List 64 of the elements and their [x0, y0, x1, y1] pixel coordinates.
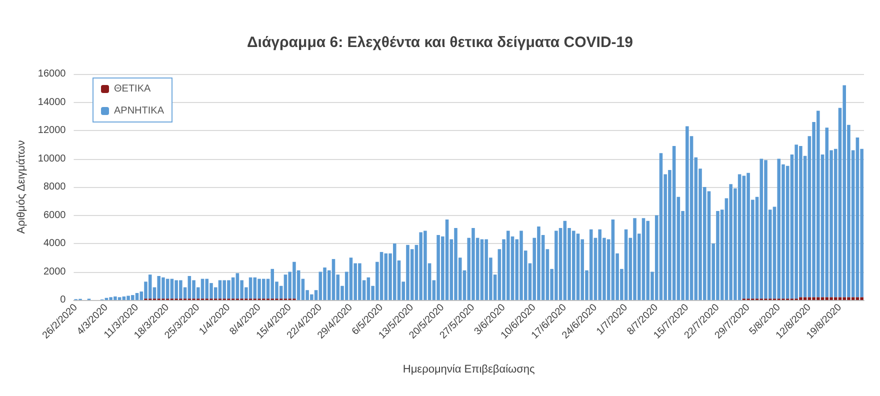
bar — [611, 219, 615, 300]
bar — [760, 158, 764, 299]
bar — [646, 220, 650, 300]
bar — [205, 278, 209, 299]
bar — [838, 297, 842, 300]
bar — [284, 274, 288, 299]
bar — [860, 297, 864, 300]
bar — [563, 220, 567, 300]
bar — [659, 153, 663, 300]
bar — [248, 277, 252, 299]
y-tick-label: 0 — [60, 294, 66, 306]
bar — [148, 274, 152, 299]
y-tick-label: 2000 — [43, 266, 66, 278]
bar — [166, 278, 170, 299]
bar — [253, 277, 257, 299]
y-tick-label: 16000 — [38, 68, 66, 80]
bar — [642, 218, 646, 300]
bar — [366, 277, 370, 300]
bar — [738, 174, 742, 300]
bar — [384, 253, 388, 300]
y-tick-label: 8000 — [43, 182, 66, 192]
bar — [332, 259, 336, 300]
bar — [170, 278, 174, 299]
legend-label: ΘΕΤΙΚΑ — [114, 84, 152, 94]
y-tick-label: 12000 — [38, 125, 66, 136]
bar — [231, 277, 235, 299]
bar — [624, 229, 628, 300]
bar — [808, 297, 812, 300]
bar — [856, 138, 860, 298]
legend-label: ΑΡΝΗΤΙΚΑ — [114, 106, 164, 116]
bar — [576, 234, 580, 300]
bar — [825, 128, 829, 298]
bar — [392, 244, 396, 300]
bar — [349, 258, 353, 300]
bar — [410, 249, 414, 300]
bar — [707, 191, 711, 300]
bar — [380, 252, 384, 300]
bar — [445, 219, 449, 300]
y-tick-label: 4000 — [43, 238, 66, 249]
bar — [672, 146, 676, 300]
bar — [851, 297, 855, 300]
chart-title: Διάγραμμα 6: Ελεχθέντα και θετικα δείγματα COVID-19 — [247, 34, 633, 51]
y-tick-label: 10000 — [38, 153, 66, 164]
bar — [122, 296, 126, 300]
bar — [135, 292, 139, 300]
x-axis-title: Ημερομηνία Επιβεβαίωσης — [402, 364, 535, 376]
bar — [188, 276, 192, 299]
bar — [834, 297, 838, 300]
bar — [118, 297, 122, 300]
bar — [218, 280, 222, 299]
bar — [480, 239, 484, 300]
bar — [270, 268, 274, 299]
bar — [803, 297, 807, 300]
y-tick-label: 14000 — [38, 96, 66, 108]
bar — [825, 297, 829, 300]
y-axis-title: Αριθμός Δειγμάτων — [16, 140, 28, 234]
bar — [589, 229, 593, 300]
bar — [820, 297, 824, 300]
bar — [236, 273, 240, 299]
bar — [856, 297, 860, 300]
bar — [742, 176, 746, 299]
bar — [200, 278, 204, 299]
bar — [318, 272, 322, 300]
y-tick-label: 6000 — [43, 210, 66, 221]
